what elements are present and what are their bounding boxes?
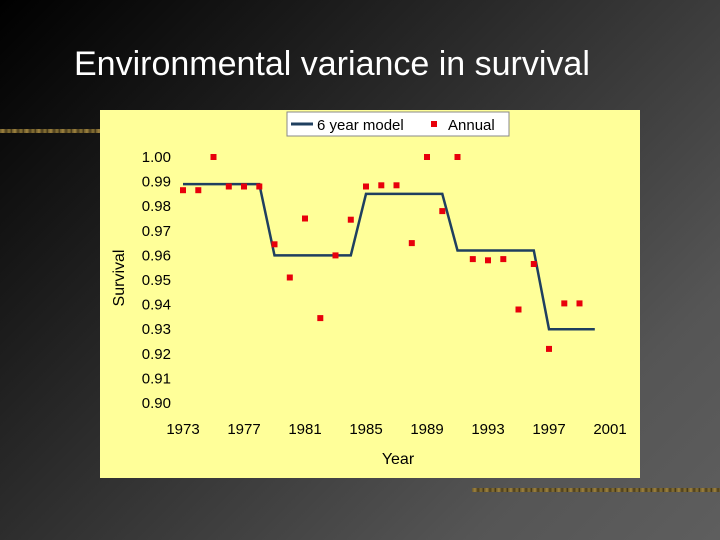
annual-data-point [225,183,232,190]
annual-data-point [408,240,415,247]
annual-data-point [561,300,568,307]
y-axis-ticks: 1.00 0.99 0.98 0.97 0.96 0.95 0.94 0.93 0.92 0.91… [142,149,171,412]
annual-data-point [378,182,385,189]
legend: 6 year model Annual [286,111,510,137]
annual-data-point [530,261,537,267]
y-tick-label: 0.99 [142,174,171,191]
y-tick-label: 1.00 [142,149,171,166]
annual-data-point [576,300,583,307]
model-series-line [183,182,595,331]
x-axis-ticks: 1973 1977 1981 1985 1989 1993 1997 2001 [166,421,626,438]
annual-data-point [180,187,186,194]
annual-data-point [347,216,354,223]
annual-data-point [485,257,491,264]
y-tick-label: 0.94 [142,297,171,314]
slide-title: Environmental variance in survival [74,45,590,83]
x-tick-label: 1977 [227,421,260,438]
x-tick-label: 2001 [593,421,626,438]
annual-data-point [454,154,461,160]
x-tick-label: 1973 [166,421,199,438]
decorative-divider-top [0,129,100,133]
y-tick-label: 0.92 [142,346,171,363]
annual-data-point [210,154,217,160]
y-tick-label: 0.93 [142,321,171,338]
series-layer [180,154,595,352]
annual-data-point [241,183,247,190]
annual-data-point [424,154,430,160]
x-tick-label: 1989 [410,421,443,438]
x-tick-label: 1985 [349,421,382,438]
annual-data-point [256,183,263,190]
annual-data-point [332,252,339,259]
annual-data-point [271,241,278,248]
x-tick-label: 1997 [532,421,565,438]
annual-data-point [286,274,293,281]
y-tick-label: 0.91 [142,370,171,387]
y-axis-title: Survival [111,250,128,307]
legend-box [286,111,510,137]
y-tick-label: 0.95 [142,272,171,289]
chart-panel: 6 year model Annual 1.00 0.99 0.98 0.97 0.96… [100,110,640,478]
annual-data-point [546,345,552,352]
annual-data-point [439,208,446,215]
legend-label-annual: Annual [448,117,495,134]
annual-data-point [469,256,476,263]
legend-marker-swatch [431,121,437,127]
annual-data-point [302,215,308,222]
x-axis-title: Year [382,451,415,468]
y-tick-label: 0.98 [142,198,171,215]
annual-data-point [363,183,369,190]
y-tick-label: 0.90 [142,395,171,412]
annual-data-point [195,187,202,194]
y-tick-label: 0.96 [142,247,171,264]
y-tick-label: 0.97 [142,223,171,240]
legend-label-model: 6 year model [317,117,404,134]
annual-data-point [317,315,324,322]
annual-data-point [500,256,507,263]
survival-chart: 6 year model Annual 1.00 0.99 0.98 0.97 0.96… [111,111,627,468]
decorative-divider-bottom [472,488,720,492]
x-tick-label: 1993 [471,421,504,438]
annual-data-point [393,182,400,189]
annual-data-point [515,306,522,313]
x-tick-label: 1981 [288,421,321,438]
